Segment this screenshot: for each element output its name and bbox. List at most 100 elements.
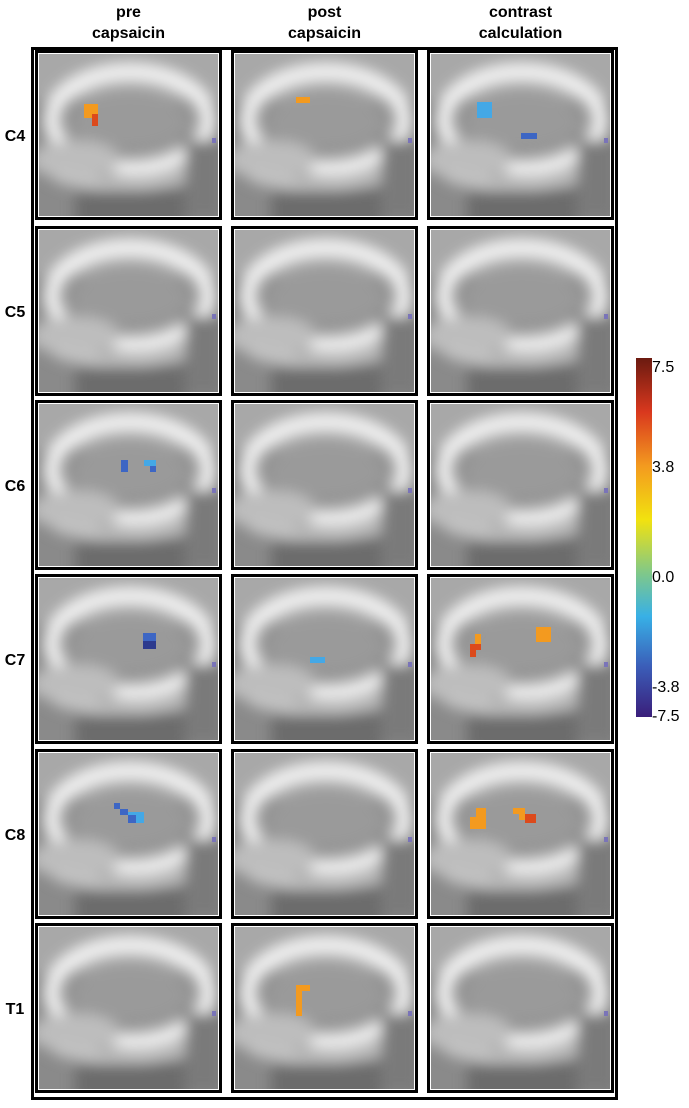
row-label: C6: [5, 478, 26, 495]
panel-border: [231, 749, 418, 919]
activation: [114, 803, 120, 809]
activation: [296, 97, 310, 103]
mri-image: [25, 216, 235, 406]
panel-border: [427, 923, 614, 1093]
mri-image: [25, 390, 235, 580]
column-header: post: [308, 4, 342, 21]
mri-panel: [35, 574, 222, 744]
mri-image: [417, 216, 627, 406]
mri-panel: [221, 390, 431, 580]
column-header: calculation: [479, 25, 563, 42]
activation: [475, 634, 481, 644]
mri-image: [417, 564, 627, 754]
mri-background: [25, 739, 235, 929]
activation: [120, 809, 128, 815]
mri-background: [25, 390, 235, 580]
edge-mark: [408, 314, 412, 319]
colorbar-tick-label: 3.8: [652, 459, 674, 476]
activation: [121, 460, 128, 472]
mri-panel: [25, 216, 235, 406]
activation: [143, 633, 156, 641]
mri-image: [25, 913, 235, 1103]
panel-border: [231, 226, 418, 396]
mri-panel: [25, 390, 235, 580]
colorbar-tick-label: 0.0: [652, 569, 674, 586]
edge-mark: [408, 138, 412, 143]
column-header: capsaicin: [92, 25, 165, 42]
mri-panel: [417, 564, 627, 754]
activation: [513, 808, 525, 814]
colorbar-tick-label: -7.5: [652, 708, 680, 725]
mri-background: [417, 216, 627, 406]
activation: [84, 104, 98, 116]
mri-panel: [221, 739, 431, 929]
activation: [525, 814, 536, 823]
mri-image: [221, 40, 431, 230]
edge-mark: [212, 488, 216, 493]
activation: [521, 133, 537, 139]
row-label: C8: [5, 827, 26, 844]
mri-panel: [25, 739, 235, 929]
edge-mark: [212, 138, 216, 143]
edge-mark: [604, 837, 608, 842]
mri-image: [25, 739, 235, 929]
column-header: contrast: [489, 4, 553, 21]
activation: [128, 815, 136, 823]
activation: [143, 641, 156, 649]
mri-image: [221, 216, 431, 406]
mri-background: [221, 564, 431, 754]
mri-image: [417, 40, 627, 230]
edge-mark: [604, 314, 608, 319]
mri-panel: [417, 913, 627, 1103]
mri-panel: [417, 390, 627, 580]
panel-border: [35, 400, 222, 570]
edge-mark: [212, 662, 216, 667]
mri-panel: [417, 216, 627, 406]
column-header: pre: [116, 4, 141, 21]
activation: [477, 102, 492, 118]
activation: [302, 985, 310, 991]
edge-mark: [408, 488, 412, 493]
activation: [519, 814, 525, 820]
mri-panel: [25, 40, 235, 230]
mri-background: [221, 913, 431, 1103]
panel-border: [35, 226, 222, 396]
panel-border: [427, 749, 614, 919]
mri-panel: [221, 564, 431, 754]
panel-border: [231, 400, 418, 570]
mri-background: [25, 216, 235, 406]
panel-border: [231, 50, 418, 220]
mri-background: [221, 216, 431, 406]
mri-panel: [221, 40, 431, 230]
colorbar-tick-label: -3.8: [652, 679, 680, 696]
row-label: C4: [5, 128, 26, 145]
mri-background: [25, 40, 235, 230]
row-label: C7: [5, 652, 26, 669]
activation: [470, 644, 481, 650]
grid-border: [31, 47, 618, 1100]
mri-image: [221, 390, 431, 580]
activation: [150, 466, 156, 472]
activation: [92, 114, 98, 126]
panel-border: [231, 923, 418, 1093]
panel-border: [35, 923, 222, 1093]
activation: [470, 650, 476, 657]
mri-background: [25, 913, 235, 1103]
mri-image: [221, 564, 431, 754]
mri-background: [221, 739, 431, 929]
edge-mark: [604, 138, 608, 143]
mri-image: [221, 739, 431, 929]
edge-mark: [408, 837, 412, 842]
mri-background: [417, 564, 627, 754]
mri-image: [417, 913, 627, 1103]
colorbar: [636, 358, 652, 717]
edge-mark: [212, 1011, 216, 1016]
mri-image: [417, 390, 627, 580]
activation: [476, 808, 486, 829]
edge-mark: [604, 1011, 608, 1016]
panel-border: [427, 574, 614, 744]
panel-border: [35, 749, 222, 919]
mri-background: [221, 390, 431, 580]
mri-image: [417, 739, 627, 929]
